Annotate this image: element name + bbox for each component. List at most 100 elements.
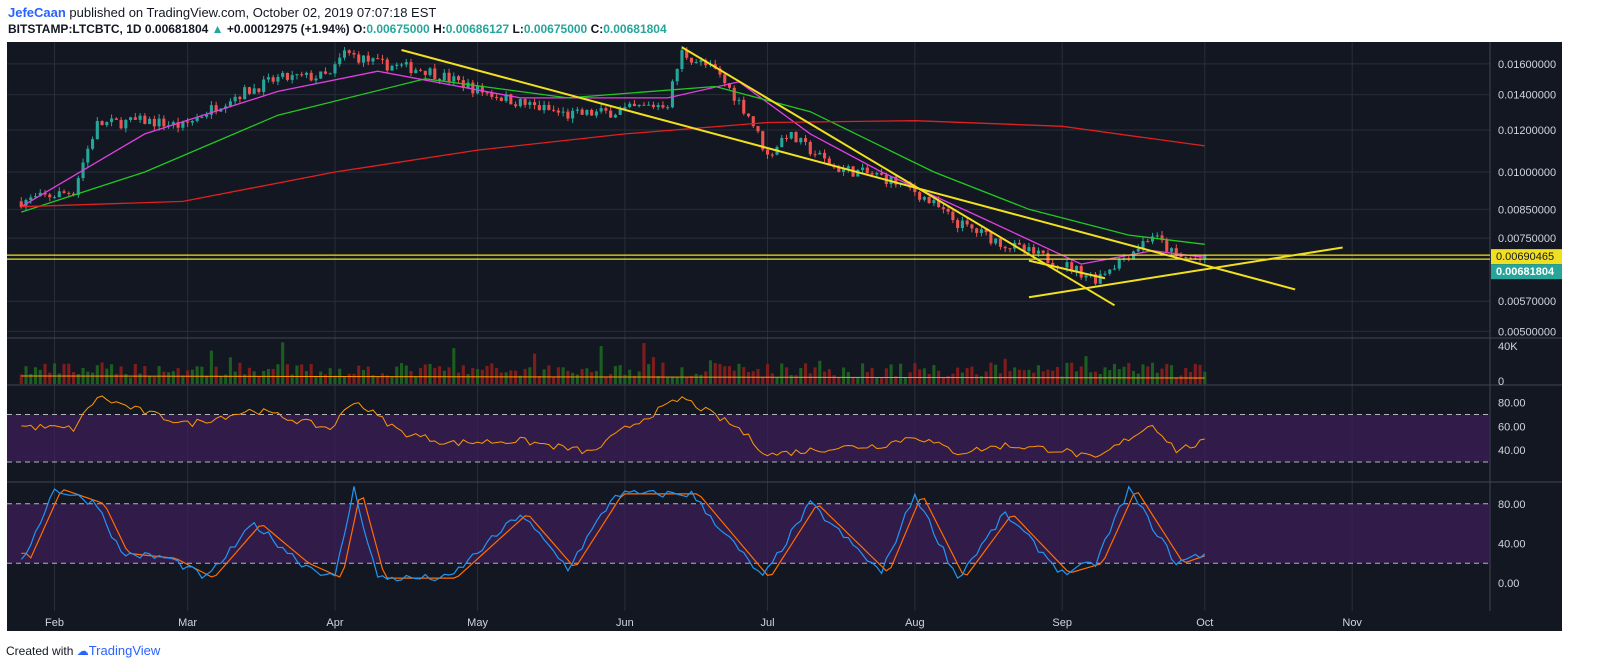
candle-body [1098,274,1102,284]
candle-body [1112,268,1117,270]
volume-bar [238,362,242,384]
candle-body [637,104,641,107]
candle-body [1174,248,1178,256]
volume-bar [114,373,118,384]
candle-body [590,109,594,116]
volume-bar [946,375,950,384]
candle-body [556,110,560,113]
candle-body [1070,262,1074,272]
candle-body [941,207,945,209]
candle-body [295,74,299,76]
candle-body [171,122,175,126]
stoch-tick-label: 80.00 [1498,499,1526,511]
author-link[interactable]: JefeCaan [8,5,66,20]
volume-bar [1027,369,1031,384]
candle-body [1003,246,1007,249]
publish-info: JefeCaan published on TradingView.com, O… [8,5,436,20]
tradingview-brand[interactable]: TradingView [88,643,161,658]
candle-body [423,70,427,75]
volume-bar [276,364,280,384]
volume-bar [851,377,855,384]
candle-body [675,69,679,82]
candle-body [1046,253,1050,263]
candle-body [86,148,90,163]
candle-body [651,104,655,108]
volume-bar [528,367,532,384]
volume-bar [281,342,285,384]
volume-bar [894,376,898,384]
volume-bar [699,374,703,384]
candle-body [784,137,789,139]
volume-bar [723,366,727,384]
volume-bar [1108,370,1112,384]
volume-bar [152,376,156,384]
candle-body [409,62,413,74]
candle-body [880,173,884,175]
volume-bar [181,375,185,384]
volume-bar [846,371,850,384]
candle-body [314,78,318,81]
candle-body [190,120,194,123]
x-tick-label: Aug [905,617,925,629]
volume-bar [1084,356,1088,384]
volume-bar [1055,367,1060,384]
candle-body [247,87,251,94]
volume-bar [495,367,499,384]
volume-bar [471,368,475,384]
candle-body [1103,273,1107,275]
volume-bar [300,364,304,384]
candle-body [946,208,950,212]
volume-bar [680,367,684,384]
candle-body [290,75,294,80]
x-tick-label: Nov [1342,617,1362,629]
volume-bar [452,348,456,384]
volume-bar [632,375,636,384]
volume-bar [989,362,993,384]
volume-bar [1160,368,1164,384]
candle-body [580,109,584,115]
candle-body [91,139,95,149]
candle-body [257,88,261,93]
volume-bar [342,376,347,384]
candle-body [689,57,694,63]
candle-body [105,122,109,126]
trendline [1028,259,1106,280]
volume-bar [466,374,470,384]
candle-body [357,54,361,63]
moving-average-line [21,78,1205,245]
volume-bar [24,366,28,384]
candle-body [514,104,518,107]
volume-bar [661,362,665,384]
volume-bar [366,366,370,384]
volume-bar [623,374,627,384]
x-tick-label: Jul [760,617,774,629]
candle-body [813,154,817,156]
volume-bar [390,376,394,384]
candle-body [152,118,156,127]
volume-bar [647,364,651,384]
price-tick-label: 0.01600000 [1498,59,1556,71]
candle-body [1146,241,1150,243]
candle-body [361,55,366,63]
candle-body [533,102,537,106]
volume-bar [1032,372,1036,384]
candle-body [618,109,622,115]
volume-bar [599,346,603,384]
candle-body [390,65,394,71]
volume-bar [119,366,123,384]
volume-bar [143,365,147,384]
x-tick-label: Sep [1052,617,1072,629]
volume-bar [813,367,817,384]
volume-bar [295,365,299,384]
candle-body [380,58,385,60]
candle-body [43,192,47,195]
x-tick-label: Mar [178,617,197,629]
volume-bar [186,370,190,384]
candle-body [818,152,822,155]
volume-bar [62,363,66,384]
volume-bar [252,371,256,384]
volume-bar [1065,362,1069,384]
volume-bar [233,371,237,384]
candle-body [304,72,308,75]
